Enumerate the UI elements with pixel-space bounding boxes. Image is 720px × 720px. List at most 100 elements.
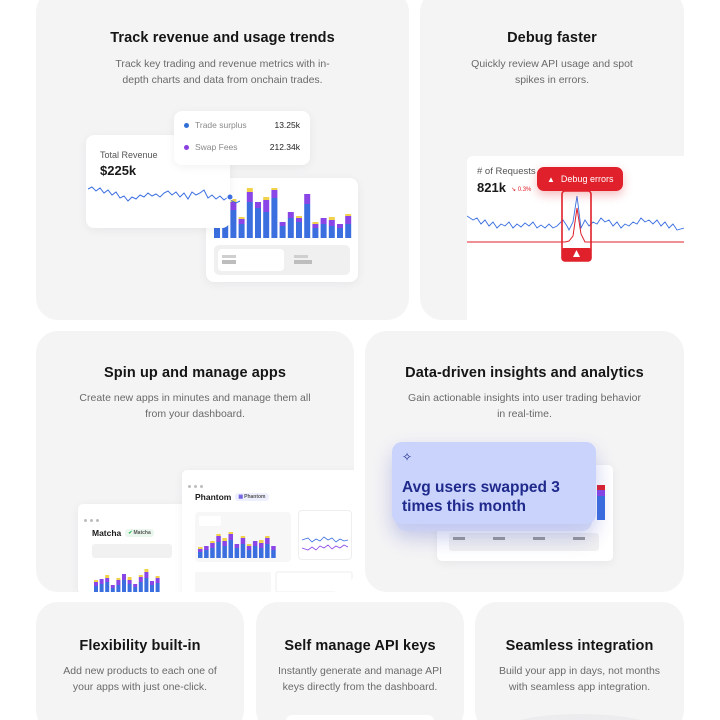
card-title: Spin up and manage apps [104,365,286,381]
bar-segment [99,579,104,584]
bar-segment [255,208,261,238]
bar-segment [246,192,253,202]
legend-dot-icon [184,144,189,150]
bar-segment [110,588,115,592]
bar-segment [216,542,221,558]
card-title: Self manage API keys [284,638,436,654]
bar-segment [105,578,110,582]
bar-segment [94,582,98,586]
window-controls [84,509,102,527]
requests-label: # of Requests [477,166,536,177]
bar-segment [240,544,246,558]
card-debug: Debug faster Quickly review API usage an… [420,0,684,320]
bar-segment [240,538,246,544]
bar-segment [259,543,264,548]
bar-segment [259,540,264,543]
app-window-matcha: Matcha ✔ Matcha [78,504,186,592]
bar-segment [216,536,221,542]
bar-segment [230,210,237,238]
bar-segment [222,546,227,558]
bar-segment [138,575,143,577]
bar-segment [238,224,245,238]
bar-segment [198,547,203,549]
phantom-bar-chart [195,532,353,592]
bar-segment [304,194,311,204]
bar-segment [210,543,215,548]
total-revenue-value: $225k [100,163,137,178]
insight-text: Avg users swapped 3 times this month [402,479,560,515]
bar-segment [246,550,252,558]
debug-errors-badge[interactable]: ▲ Debug errors [537,167,624,191]
card-description: Create new apps in minutes and manage th… [79,392,311,420]
bar-segment [271,188,278,190]
bar-segment [144,578,149,592]
bar-segment [222,541,227,546]
bar-segment [210,548,215,558]
bar-segment [204,546,209,550]
bar-segment [94,586,98,592]
bar-segment [328,217,335,220]
bar-segment [144,569,149,572]
insight-card: ✧ Avg users swapped 3 times this month [392,442,596,524]
bar-segment [228,532,233,534]
card-description: Build your app in days, not months with … [498,665,661,693]
card-description: Add new products to each one of your app… [63,665,217,693]
tooltip-row-trade-surplus: Trade surplus 13.25k [184,114,300,136]
bar-segment [320,224,327,238]
bar-segment [279,226,286,238]
bar-segment [304,204,311,238]
card-title: Debug faster [507,30,597,46]
requests-change: ↘ 0.3% [511,187,532,193]
bar-segment [265,536,270,538]
card-description: Track key trading and revenue metrics wi… [115,58,330,86]
requests-line-chart [467,190,684,262]
bar-segment [320,218,327,224]
bar-segment [345,214,352,216]
bar-segment [246,546,252,550]
bar-segment [127,584,132,592]
card-description: Instantly generate and manage API keys d… [277,665,443,693]
check-icon: ✔ [128,530,133,536]
bar-segment [263,212,270,238]
bar-segment [263,197,270,200]
sparkle-icon: ✧ [402,450,413,464]
insight-bar-fragment [597,485,605,520]
requests-value: 821k [477,180,506,195]
bar-segment [105,582,110,592]
bar-segment [228,540,233,558]
bar-segment [122,580,126,592]
bar-segment [198,552,203,558]
bar-segment [150,581,154,585]
warning-icon: ▲ [547,174,555,184]
bar-segment [238,217,245,219]
ghost-icon: ▦ [238,494,244,500]
bar-segment [198,549,203,552]
bar-segment [150,585,154,592]
total-revenue-label: Total Revenue [100,150,158,160]
bar-segment [265,538,270,544]
card-insights: Data-driven insights and analytics Gain … [365,331,684,592]
matcha-bar-chart [94,569,160,592]
bar-segment [263,200,270,212]
bar-segment [214,220,220,238]
bar-segment [144,572,149,578]
bar-segment [230,199,237,202]
bar-segment [138,577,143,582]
legend-dot-icon [184,122,189,128]
bar-segment [155,578,160,583]
app-name: Phantom ▦ Phantom [195,492,269,502]
bar-segment [271,190,278,198]
bar-segment [204,550,209,558]
bar-segment [94,580,98,582]
bar-segment [255,202,261,208]
card-apps: Spin up and manage apps Create new apps … [36,331,354,592]
bar-segment [271,546,276,550]
bar-segment [122,574,126,580]
bar-segment [127,580,132,584]
bar-segment [279,222,286,226]
bar-segment [246,202,253,238]
bar-segment [116,585,121,592]
bar-segment [127,577,132,580]
bar-segment [110,585,115,588]
card-description: Quickly review API usage and spot spikes… [471,58,633,86]
